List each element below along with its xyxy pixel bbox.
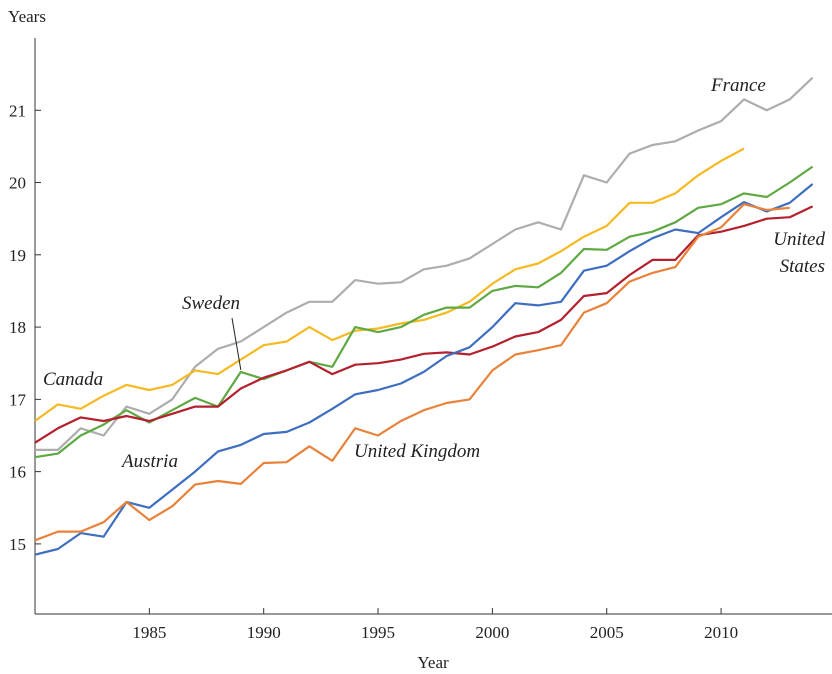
y-tick-label: 15 <box>9 535 26 554</box>
y-tick-label: 17 <box>9 390 27 409</box>
series-label: Canada <box>43 369 104 390</box>
series-label: Sweden <box>182 293 241 314</box>
series-label: United States <box>773 229 825 277</box>
series-label: Austria <box>122 451 178 472</box>
x-axis-title: Year <box>417 653 449 672</box>
y-tick-label: 21 <box>9 101 26 120</box>
y-tick-label: 18 <box>9 318 26 337</box>
leader-line <box>231 317 242 370</box>
series-line <box>35 76 814 451</box>
y-tick-label: 16 <box>9 463 26 482</box>
y-tick-label: 20 <box>9 174 26 193</box>
series-line <box>34 183 814 556</box>
x-tick-label: 2005 <box>590 623 624 642</box>
x-tick-label: 2000 <box>475 623 509 642</box>
series-line <box>34 165 814 459</box>
x-tick-label: 1995 <box>361 623 395 642</box>
x-tick-label: 2010 <box>704 623 738 642</box>
y-tick-label: 19 <box>9 246 26 265</box>
series-label: France <box>711 75 766 96</box>
y-axis-title: Years <box>8 7 46 26</box>
x-tick-label: 1985 <box>132 623 166 642</box>
series-line <box>34 203 790 542</box>
series-line <box>34 147 745 422</box>
x-tick-label: 1990 <box>247 623 281 642</box>
series-label: United Kingdom <box>354 441 481 462</box>
series-line <box>34 205 814 444</box>
